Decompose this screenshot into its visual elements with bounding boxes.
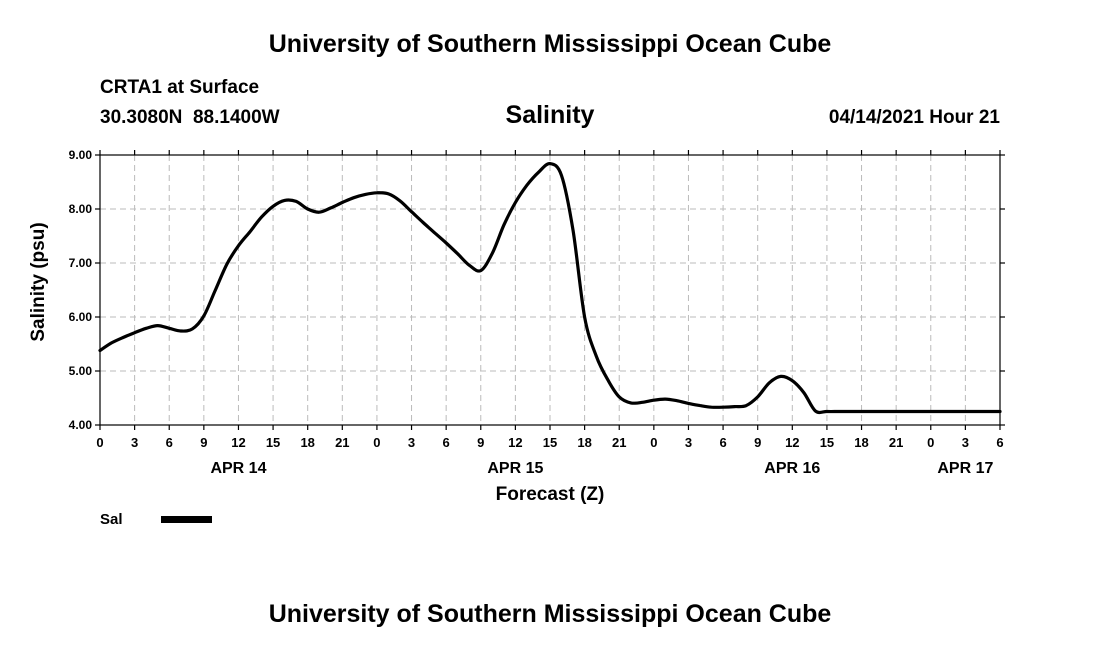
x-tick-label: 9 [754, 435, 761, 450]
legend-swatch [161, 516, 212, 523]
y-tick-label: 7.00 [69, 256, 93, 270]
plot-frame [99, 154, 1001, 426]
date-labels: APR 14 APR 15 APR 16 APR 17 [210, 460, 993, 477]
station-coordinates: 30.3080N 88.1400W [100, 107, 280, 128]
x-tick-label: 6 [996, 435, 1003, 450]
x-tick-label: 6 [443, 435, 450, 450]
y-tick-labels: 4.00 5.00 6.00 7.00 8.00 9.00 [69, 148, 93, 432]
x-tick-label: 15 [543, 435, 557, 450]
y-axis-label: Salinity (psu) [28, 222, 49, 341]
date-label: APR 16 [764, 460, 820, 477]
x-tick-label: 0 [96, 435, 103, 450]
x-tick-label: 3 [685, 435, 692, 450]
page-title: University of Southern Mississippi Ocean… [268, 30, 832, 58]
y-tick-label: 4.00 [69, 418, 93, 432]
x-tick-label: 12 [231, 435, 245, 450]
x-tick-label: 21 [335, 435, 349, 450]
x-tick-label: 3 [962, 435, 969, 450]
x-tick-label: 18 [854, 435, 868, 450]
x-tick-labels: 0 3 6 9 12 15 18 21 0 3 6 9 12 15 18 21 0 3 6 9 12 15 18 21 0 3 6 [96, 435, 1003, 450]
grid-lines [100, 155, 1000, 425]
y-tick-label: 6.00 [69, 310, 93, 324]
x-tick-label: 15 [820, 435, 834, 450]
y-tick-label: 8.00 [69, 202, 93, 216]
x-tick-label: 3 [131, 435, 138, 450]
chart-title: Salinity [505, 101, 595, 129]
x-tick-label: 0 [650, 435, 657, 450]
date-label: APR 15 [487, 460, 543, 477]
x-tick-label: 15 [266, 435, 280, 450]
x-tick-label: 12 [508, 435, 522, 450]
y-tick-label: 5.00 [69, 364, 93, 378]
y-tick-label: 9.00 [69, 148, 93, 162]
station-name: CRTA1 at Surface [100, 77, 260, 98]
x-tick-label: 18 [300, 435, 314, 450]
footer-title: University of Southern Mississippi Ocean… [268, 600, 832, 628]
x-tick-label: 0 [373, 435, 380, 450]
x-tick-label: 9 [200, 435, 207, 450]
series-line-sal [98, 162, 1002, 415]
axis-ticks [95, 150, 1005, 430]
date-label: APR 14 [210, 460, 266, 477]
date-label: APR 17 [937, 460, 993, 477]
x-tick-label: 0 [927, 435, 934, 450]
x-tick-label: 12 [785, 435, 799, 450]
x-tick-label: 18 [577, 435, 591, 450]
x-tick-label: 6 [166, 435, 173, 450]
x-tick-label: 3 [408, 435, 415, 450]
forecast-run-time: 04/14/2021 Hour 21 [828, 107, 1000, 128]
x-tick-label: 21 [612, 435, 626, 450]
x-tick-label: 6 [719, 435, 726, 450]
legend-label: Sal [100, 511, 123, 528]
x-axis-label: Forecast (Z) [496, 484, 605, 505]
x-tick-label: 9 [477, 435, 484, 450]
x-tick-label: 21 [889, 435, 903, 450]
